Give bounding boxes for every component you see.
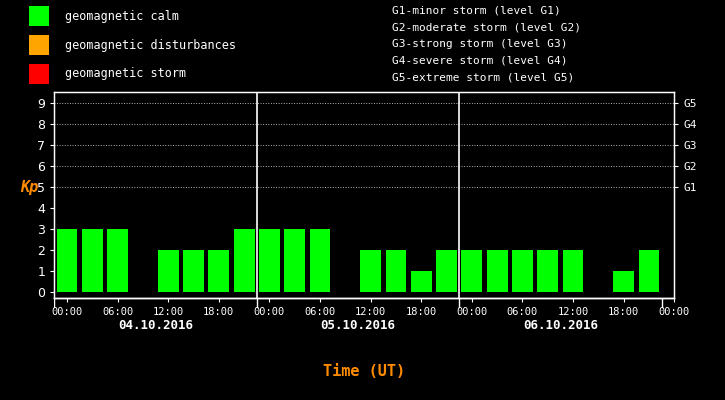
Text: Time (UT): Time (UT) <box>323 364 405 379</box>
Bar <box>436 250 457 292</box>
Text: G3-strong storm (level G3): G3-strong storm (level G3) <box>392 39 567 49</box>
Bar <box>158 250 178 292</box>
Text: geomagnetic storm: geomagnetic storm <box>65 67 186 80</box>
Bar <box>563 250 584 292</box>
Text: geomagnetic disturbances: geomagnetic disturbances <box>65 38 236 52</box>
Y-axis label: Kp: Kp <box>20 180 38 195</box>
Bar <box>57 229 78 292</box>
Text: geomagnetic calm: geomagnetic calm <box>65 10 179 23</box>
Bar <box>486 250 507 292</box>
Bar <box>29 64 49 84</box>
Text: G1-minor storm (level G1): G1-minor storm (level G1) <box>392 6 560 16</box>
Bar <box>360 250 381 292</box>
Bar <box>82 229 103 292</box>
Bar <box>411 271 431 292</box>
Text: G4-severe storm (level G4): G4-severe storm (level G4) <box>392 56 567 66</box>
Text: G2-moderate storm (level G2): G2-moderate storm (level G2) <box>392 22 581 32</box>
Bar <box>639 250 659 292</box>
Bar <box>613 271 634 292</box>
Text: 04.10.2016: 04.10.2016 <box>118 319 193 332</box>
Text: G5-extreme storm (level G5): G5-extreme storm (level G5) <box>392 72 573 82</box>
Bar <box>537 250 558 292</box>
Bar <box>107 229 128 292</box>
Bar <box>29 6 49 26</box>
Bar <box>310 229 331 292</box>
Bar <box>183 250 204 292</box>
Text: 05.10.2016: 05.10.2016 <box>320 319 395 332</box>
Bar <box>284 229 305 292</box>
Bar <box>209 250 229 292</box>
Bar <box>29 35 49 55</box>
Bar <box>259 229 280 292</box>
Bar <box>386 250 406 292</box>
Bar <box>233 229 254 292</box>
Text: 06.10.2016: 06.10.2016 <box>523 319 598 332</box>
Bar <box>462 250 482 292</box>
Bar <box>512 250 533 292</box>
